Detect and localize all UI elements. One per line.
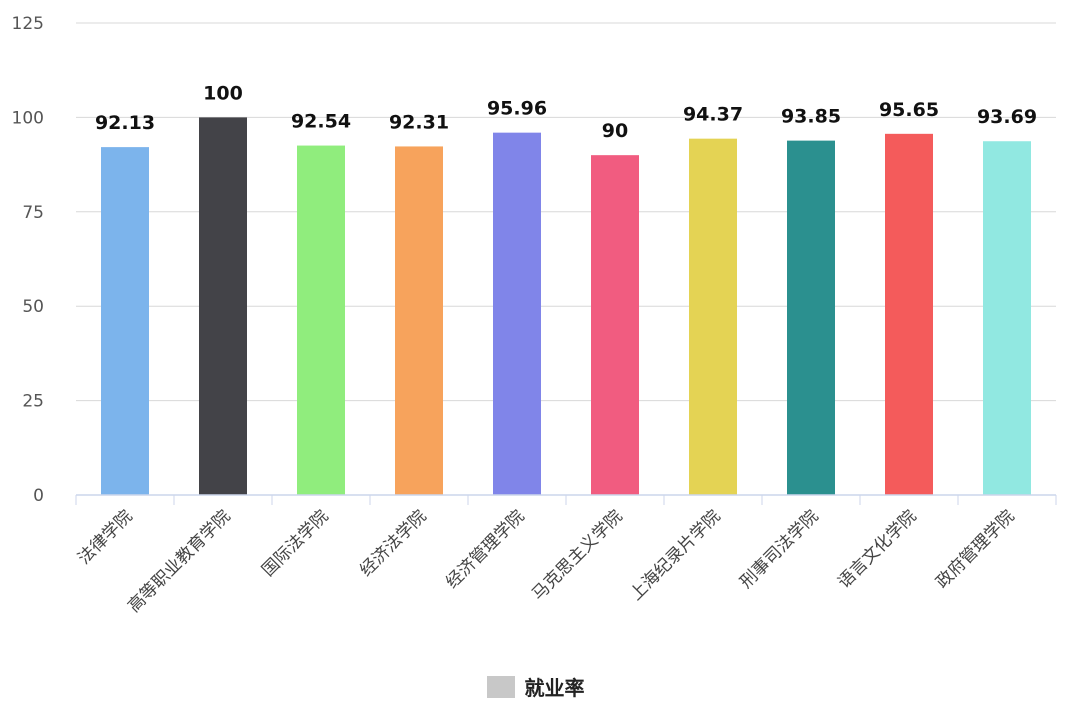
x-tick-label: 经济法学院 bbox=[356, 506, 430, 580]
y-tick-label: 0 bbox=[33, 486, 44, 506]
y-axis: 0 25 50 75 100 125 bbox=[12, 14, 44, 506]
data-label: 92.31 bbox=[389, 111, 449, 133]
data-label: 92.13 bbox=[95, 112, 155, 134]
y-tick-label: 50 bbox=[22, 297, 44, 317]
x-tick-label: 法律学院 bbox=[74, 506, 136, 568]
x-tick-label: 上海纪录片学院 bbox=[626, 506, 724, 604]
data-label: 93.69 bbox=[977, 106, 1037, 128]
bar bbox=[689, 138, 737, 495]
bar-chart: 92.13 100 92.54 92.31 95.96 90 94.37 93.85 95.65… bbox=[12, 14, 1057, 617]
data-label: 92.54 bbox=[291, 111, 351, 133]
x-tick-label: 政府管理学院 bbox=[932, 506, 1018, 592]
x-tick-label: 语言文化学院 bbox=[834, 506, 920, 592]
data-label: 90 bbox=[602, 120, 628, 142]
legend-swatch bbox=[486, 675, 515, 698]
data-label: 95.96 bbox=[487, 98, 547, 120]
bar bbox=[493, 132, 541, 496]
y-tick-label: 100 bbox=[12, 108, 44, 128]
bar bbox=[297, 145, 345, 495]
bars bbox=[101, 117, 1031, 496]
data-label: 95.65 bbox=[879, 99, 939, 121]
bar bbox=[885, 133, 933, 495]
x-tick-label: 马克思主义学院 bbox=[528, 506, 626, 604]
x-tick-label: 高等职业教育学院 bbox=[124, 506, 234, 616]
y-tick-label: 75 bbox=[22, 203, 44, 223]
x-tick-label: 经济管理学院 bbox=[442, 506, 528, 592]
data-label: 100 bbox=[203, 82, 243, 104]
x-tick-label: 刑事司法学院 bbox=[736, 506, 822, 592]
data-labels: 92.13 100 92.54 92.31 95.96 90 94.37 93.85 95.65… bbox=[95, 82, 1037, 142]
y-tick-label: 125 bbox=[12, 14, 44, 34]
bar bbox=[983, 141, 1031, 495]
bar bbox=[591, 155, 639, 495]
bar bbox=[395, 146, 443, 495]
legend[interactable]: 就业率 bbox=[0, 672, 1071, 700]
bar bbox=[199, 117, 247, 496]
data-label: 93.85 bbox=[781, 106, 841, 128]
y-tick-label: 25 bbox=[22, 392, 44, 412]
legend-label: 就业率 bbox=[524, 676, 585, 700]
x-tick-label: 国际法学院 bbox=[258, 506, 332, 580]
bar bbox=[787, 140, 835, 495]
data-label: 94.37 bbox=[683, 104, 743, 126]
bar bbox=[101, 147, 149, 495]
